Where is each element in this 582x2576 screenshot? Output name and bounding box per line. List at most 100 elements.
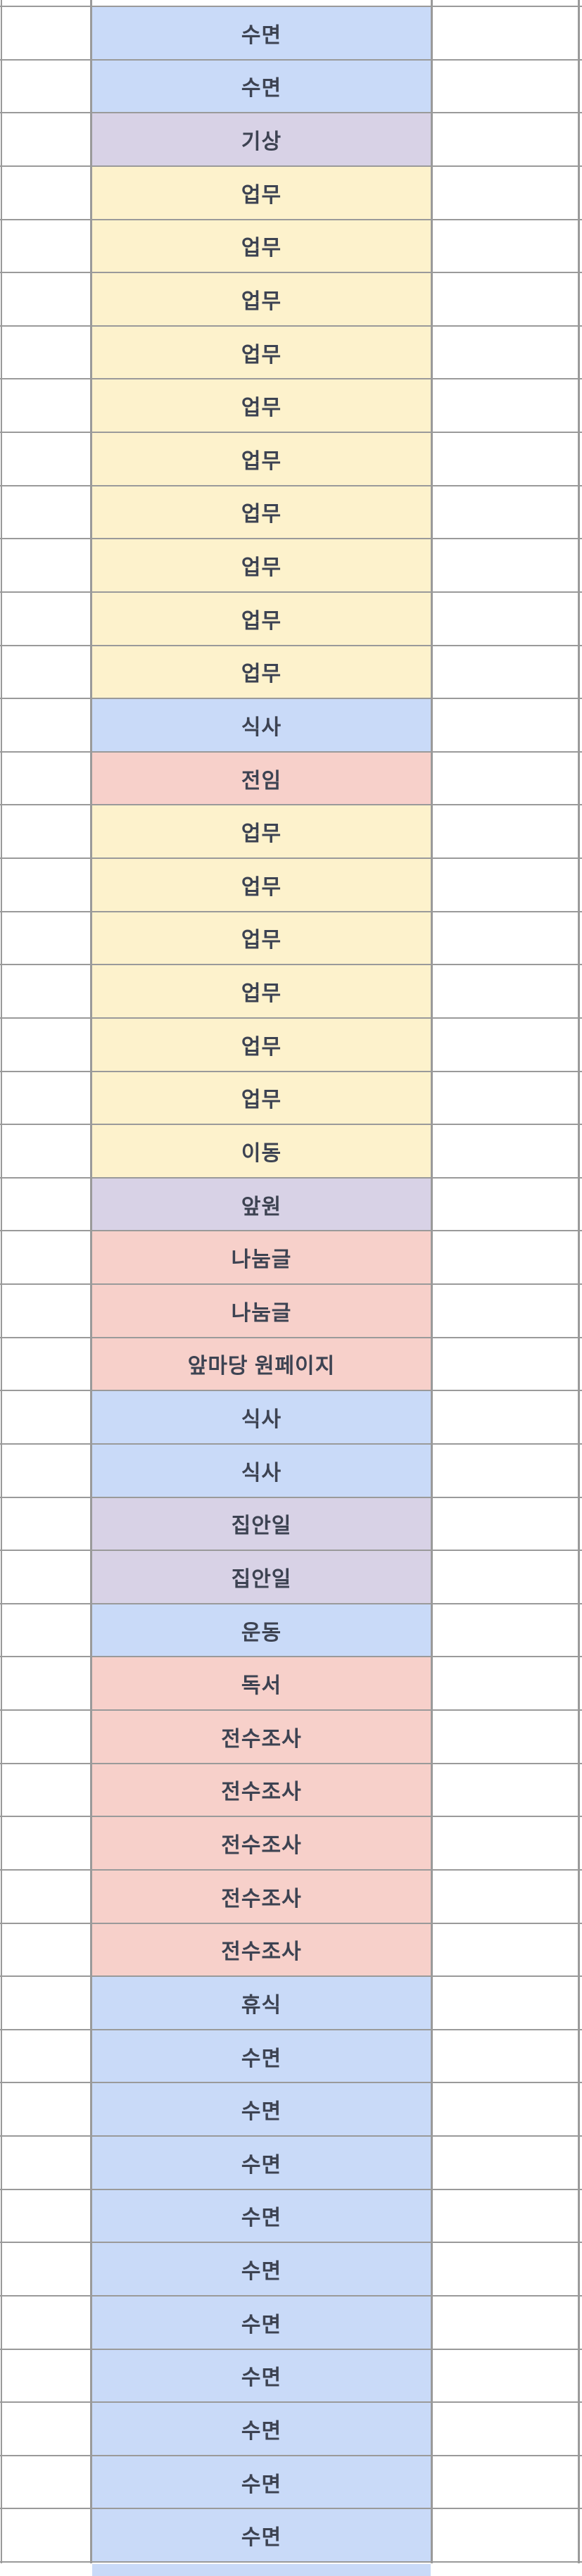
empty-cell-left[interactable] (2, 2242, 90, 2296)
empty-cell-left[interactable] (2, 539, 90, 592)
schedule-label-cell[interactable]: 업무 (92, 911, 431, 965)
empty-cell-right[interactable] (433, 1976, 578, 2030)
empty-cell-right[interactable] (433, 1017, 578, 1072)
empty-cell-left[interactable] (2, 1976, 90, 2030)
schedule-label-cell[interactable]: 수면 (92, 59, 431, 113)
empty-cell-left[interactable] (2, 1923, 90, 1977)
empty-cell-right[interactable] (433, 1497, 578, 1551)
empty-cell-left[interactable] (2, 1710, 90, 1764)
empty-cell-left[interactable] (2, 1816, 90, 1870)
empty-cell-left[interactable] (2, 1657, 90, 1710)
empty-cell-left[interactable] (2, 698, 90, 752)
empty-cell-right[interactable] (433, 272, 578, 326)
empty-cell-left[interactable] (2, 485, 90, 539)
empty-cell-left[interactable] (2, 2295, 90, 2349)
empty-cell-left[interactable] (2, 379, 90, 432)
empty-cell-left[interactable] (2, 59, 90, 113)
empty-cell-right[interactable] (433, 2349, 578, 2403)
empty-cell-left[interactable] (2, 219, 90, 273)
schedule-label-cell[interactable]: 휴식 (92, 1976, 431, 2030)
schedule-label-cell[interactable]: 전임 (92, 751, 431, 805)
empty-cell-left[interactable] (2, 1550, 90, 1604)
empty-cell-left[interactable] (2, 858, 90, 912)
empty-cell-right[interactable] (433, 698, 578, 752)
empty-cell-left[interactable] (2, 1017, 90, 1072)
empty-cell-right[interactable] (433, 645, 578, 699)
empty-cell-left[interactable] (2, 1869, 90, 1923)
schedule-label-cell[interactable]: 집안일 (92, 1497, 431, 1551)
empty-cell-left[interactable] (2, 1337, 90, 1391)
empty-cell-right[interactable] (433, 1231, 578, 1284)
schedule-label-cell[interactable]: 업무 (92, 272, 431, 326)
empty-cell-left[interactable] (2, 6, 90, 60)
empty-cell-right[interactable] (433, 1550, 578, 1604)
empty-cell-left[interactable] (2, 432, 90, 486)
empty-cell-right[interactable] (433, 1177, 578, 1231)
empty-cell-right[interactable] (433, 1337, 578, 1391)
schedule-label-cell[interactable]: 앞원 (92, 1177, 431, 1231)
empty-cell-left[interactable] (2, 2136, 90, 2189)
schedule-label-cell[interactable]: 업무 (92, 165, 431, 220)
empty-cell-right[interactable] (433, 1124, 578, 1178)
schedule-label-cell[interactable]: 수면 (92, 2455, 431, 2509)
empty-cell-right[interactable] (433, 379, 578, 432)
schedule-label-cell[interactable]: 기상 (92, 113, 431, 166)
empty-cell-right[interactable] (433, 2189, 578, 2243)
empty-cell-left[interactable] (2, 965, 90, 1018)
schedule-label-cell[interactable]: 업무 (92, 1017, 431, 1072)
schedule-label-cell[interactable]: 집안일 (92, 1550, 431, 1604)
empty-cell-right[interactable] (433, 858, 578, 912)
schedule-label-cell[interactable]: 전수조사 (92, 1816, 431, 1870)
schedule-label-cell[interactable]: 수면 (92, 6, 431, 60)
schedule-label-cell[interactable]: 업무 (92, 539, 431, 592)
empty-cell-left[interactable] (2, 165, 90, 220)
empty-cell-right[interactable] (433, 485, 578, 539)
schedule-label-cell[interactable]: 전수조사 (92, 1869, 431, 1923)
empty-cell-left[interactable] (2, 1390, 90, 1444)
empty-cell-right[interactable] (433, 539, 578, 592)
schedule-label-cell[interactable]: 업무 (92, 325, 431, 379)
empty-cell-right[interactable] (433, 2455, 578, 2509)
empty-cell-left[interactable] (2, 2402, 90, 2456)
empty-cell-left[interactable] (2, 2508, 90, 2562)
empty-cell-left[interactable] (2, 2029, 90, 2083)
empty-cell-left[interactable] (2, 645, 90, 699)
empty-cell-left[interactable] (2, 2349, 90, 2403)
schedule-label-cell[interactable]: 업무 (92, 591, 431, 646)
empty-cell-right[interactable] (433, 325, 578, 379)
empty-cell-left[interactable] (2, 113, 90, 166)
empty-cell-left[interactable] (2, 2455, 90, 2509)
empty-cell-right[interactable] (433, 2242, 578, 2296)
schedule-label-cell[interactable]: 전수조사 (92, 1763, 431, 1817)
empty-cell-left[interactable] (2, 1284, 90, 1338)
schedule-label-cell[interactable]: 이동 (92, 1124, 431, 1178)
empty-cell-right[interactable] (433, 2508, 578, 2562)
schedule-label-cell[interactable]: 앞마당 원페이지 (92, 1337, 431, 1391)
schedule-label-cell[interactable]: 수면 (92, 2189, 431, 2243)
schedule-label-cell[interactable]: 수면 (92, 2349, 431, 2403)
schedule-label-cell[interactable]: 운동 (92, 1603, 431, 1657)
empty-cell-right[interactable] (433, 1763, 578, 1817)
empty-cell-right[interactable] (433, 1443, 578, 1497)
empty-cell-right[interactable] (433, 165, 578, 220)
empty-cell-right[interactable] (433, 1071, 578, 1125)
empty-cell-right[interactable] (433, 751, 578, 805)
empty-cell-left[interactable] (2, 751, 90, 805)
empty-cell-right[interactable] (433, 2029, 578, 2083)
schedule-label-cell[interactable]: 식사 (92, 698, 431, 752)
schedule-label-cell[interactable]: 독서 (92, 1657, 431, 1710)
schedule-label-cell[interactable]: 업무 (92, 858, 431, 912)
schedule-label-cell[interactable]: 전수조사 (92, 1923, 431, 1977)
schedule-label-cell[interactable]: 나눔글 (92, 1284, 431, 1338)
empty-cell-right[interactable] (433, 219, 578, 273)
schedule-label-cell[interactable]: 업무 (92, 805, 431, 858)
schedule-label-cell[interactable]: 수면 (92, 2508, 431, 2562)
empty-cell-left[interactable] (2, 911, 90, 965)
empty-cell-right[interactable] (433, 911, 578, 965)
empty-cell-left[interactable] (2, 2189, 90, 2243)
schedule-label-cell[interactable]: 수면 (92, 2029, 431, 2083)
schedule-label-cell[interactable]: 수면 (92, 2295, 431, 2349)
empty-cell-left[interactable] (2, 1443, 90, 1497)
empty-cell-right[interactable] (433, 805, 578, 858)
empty-cell-left[interactable] (2, 2082, 90, 2136)
